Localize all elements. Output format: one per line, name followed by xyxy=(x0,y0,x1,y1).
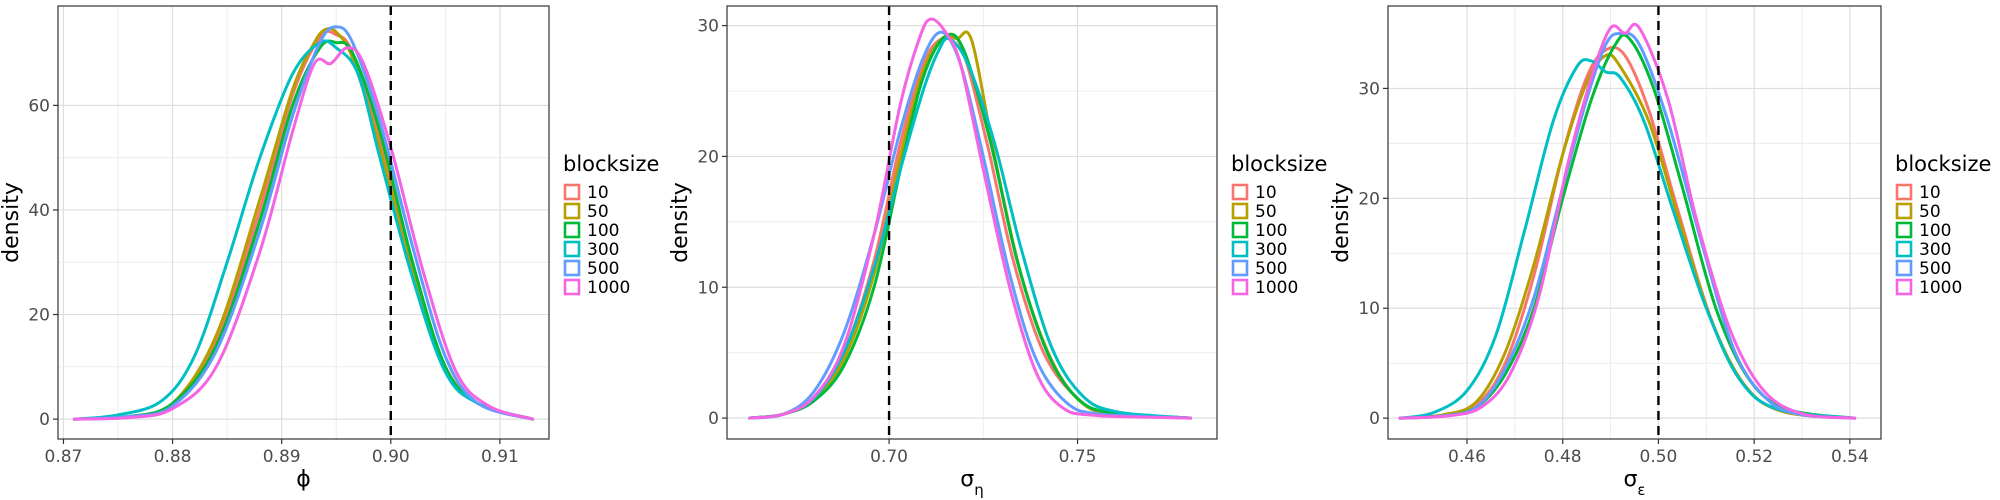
legend-label-300: 300 xyxy=(587,240,619,260)
y-axis-title: density xyxy=(668,182,693,263)
panel-border xyxy=(57,5,550,440)
panel-border xyxy=(726,5,1218,440)
panel-background xyxy=(1388,6,1881,439)
density-panel-3: 0.46 0.48 0.50 0.52 0.54 0 10 20 30 σε density bloc… xyxy=(1329,5,1991,499)
y-axis-title: density xyxy=(0,182,24,263)
legend-title: blocksize xyxy=(563,152,659,176)
legend-key-1000 xyxy=(563,278,581,296)
x-tick-label: 0.75 xyxy=(1059,447,1097,467)
y-tick-label: 40 xyxy=(28,201,50,221)
x-axis-title: σε xyxy=(1623,467,1645,499)
x-tick-label: 0.54 xyxy=(1831,447,1869,467)
legend-title: blocksize xyxy=(1895,152,1991,176)
legend-label-50: 50 xyxy=(1919,202,1941,222)
x-tick-label: 0.50 xyxy=(1640,447,1678,467)
density-panel-2: 0.70 0.750102030σηdensityblocksize1050100… xyxy=(668,5,1327,499)
density-line-blocksize-1000 xyxy=(1398,22,1857,420)
y-tick-label: 30 xyxy=(1358,79,1380,99)
legend-label-100: 100 xyxy=(587,221,619,241)
legend-label-50: 50 xyxy=(587,202,609,222)
legend-label-10: 10 xyxy=(587,183,609,203)
legend-label-100: 100 xyxy=(1919,221,1951,241)
legend-key-1000 xyxy=(1895,278,1913,296)
legend-key-100 xyxy=(1231,221,1249,239)
legend-key-10 xyxy=(563,183,581,201)
y-tick-label: 20 xyxy=(697,147,719,167)
x-tick-label: 0.52 xyxy=(1735,447,1773,467)
legend-label-10: 10 xyxy=(1919,183,1941,203)
x-axis-title: ση xyxy=(960,467,983,499)
x-tick-label: 0.46 xyxy=(1448,447,1486,467)
legend-key-300 xyxy=(1231,240,1249,258)
legend-key-300 xyxy=(563,240,581,258)
y-tick-label: 20 xyxy=(1358,189,1380,209)
x-axis-title: ϕ xyxy=(296,467,311,492)
y-tick-label: 0 xyxy=(1369,409,1380,429)
x-tick-label: 0.88 xyxy=(154,447,192,467)
legend-label-100: 100 xyxy=(1255,221,1287,241)
legend-label-1000: 1000 xyxy=(587,278,630,298)
legend-label-1000: 1000 xyxy=(1919,278,1962,298)
y-tick-label: 10 xyxy=(697,278,719,298)
density-line-blocksize-300 xyxy=(748,36,1193,420)
legend-key-50 xyxy=(1895,202,1913,220)
density-line-blocksize-500 xyxy=(748,30,1193,420)
y-tick-label: 0 xyxy=(708,409,719,429)
x-tick-label: 0.91 xyxy=(481,447,519,467)
legend-label-50: 50 xyxy=(1255,202,1277,222)
density-line-blocksize-500 xyxy=(1398,31,1857,420)
legend-label-300: 300 xyxy=(1919,240,1951,260)
legend-key-300 xyxy=(1895,240,1913,258)
legend-label-300: 300 xyxy=(1255,240,1287,260)
y-tick-label: 20 xyxy=(28,306,50,326)
panel-background xyxy=(58,6,549,439)
legend-key-1000 xyxy=(1231,278,1249,296)
legend-title: blocksize xyxy=(1231,152,1327,176)
legend-key-10 xyxy=(1231,183,1249,201)
legend-key-100 xyxy=(563,221,581,239)
density-line-blocksize-500 xyxy=(72,25,535,421)
density-line-blocksize-50 xyxy=(72,26,535,421)
y-tick-label: 10 xyxy=(1358,299,1380,319)
legend-label-10: 10 xyxy=(1255,183,1277,203)
x-tick-label: 0.48 xyxy=(1544,447,1582,467)
y-tick-label: 60 xyxy=(28,96,50,116)
y-tick-label: 0 xyxy=(39,410,50,430)
density-line-blocksize-1000 xyxy=(72,46,535,421)
legend-label-500: 500 xyxy=(1919,259,1951,279)
x-tick-label: 0.87 xyxy=(45,447,83,467)
legend-key-100 xyxy=(1895,221,1913,239)
legend-key-500 xyxy=(563,259,581,277)
y-axis-title: density xyxy=(1329,182,1354,263)
legend-label-500: 500 xyxy=(1255,259,1287,279)
density-line-blocksize-1000 xyxy=(748,17,1193,420)
y-tick-label: 30 xyxy=(697,17,719,37)
density-panel-1: 0.87 0.88 0.89 0.90 0.91 0 20 40 60 ϕ density block… xyxy=(0,5,659,492)
density-line-blocksize-300 xyxy=(1398,58,1857,420)
x-tick-label: 0.90 xyxy=(372,447,410,467)
legend-key-50 xyxy=(1231,202,1249,220)
legend-key-10 xyxy=(1895,183,1913,201)
legend-label-1000: 1000 xyxy=(1255,278,1298,298)
legend-key-50 xyxy=(563,202,581,220)
legend-label-500: 500 xyxy=(587,259,619,279)
x-tick-label: 0.89 xyxy=(263,447,301,467)
x-tick-label: 0.70 xyxy=(870,447,908,467)
panel-border xyxy=(1387,5,1882,440)
legend-key-500 xyxy=(1231,259,1249,277)
legend-key-500 xyxy=(1895,259,1913,277)
